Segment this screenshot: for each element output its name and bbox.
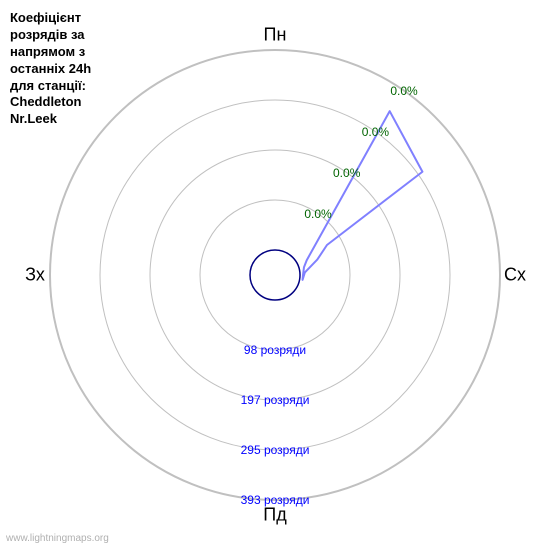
- qty-ring-label: 393 розряди: [241, 493, 310, 507]
- polar-chart-svg: [0, 0, 550, 550]
- pct-ring-label: 0.0%: [304, 207, 331, 221]
- pct-ring-label: 0.0%: [362, 125, 389, 139]
- pct-ring-label: 0.0%: [333, 166, 360, 180]
- qty-ring-label: 98 розряди: [244, 343, 306, 357]
- direction-south: Пд: [263, 505, 286, 526]
- direction-west: Зх: [25, 265, 45, 286]
- direction-east: Сх: [504, 265, 526, 286]
- pct-ring-label: 0.0%: [390, 84, 417, 98]
- direction-north: Пн: [264, 25, 287, 46]
- qty-ring-label: 197 розряди: [241, 393, 310, 407]
- qty-ring-label: 295 розряди: [241, 443, 310, 457]
